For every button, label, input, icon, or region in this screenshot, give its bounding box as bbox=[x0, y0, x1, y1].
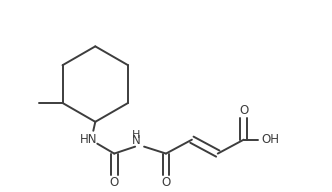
Text: O: O bbox=[239, 104, 248, 117]
Text: N: N bbox=[132, 134, 140, 147]
Text: OH: OH bbox=[262, 133, 280, 146]
Text: O: O bbox=[110, 176, 119, 189]
Text: HN: HN bbox=[80, 133, 97, 146]
Text: H: H bbox=[132, 130, 140, 140]
Text: O: O bbox=[161, 176, 171, 189]
